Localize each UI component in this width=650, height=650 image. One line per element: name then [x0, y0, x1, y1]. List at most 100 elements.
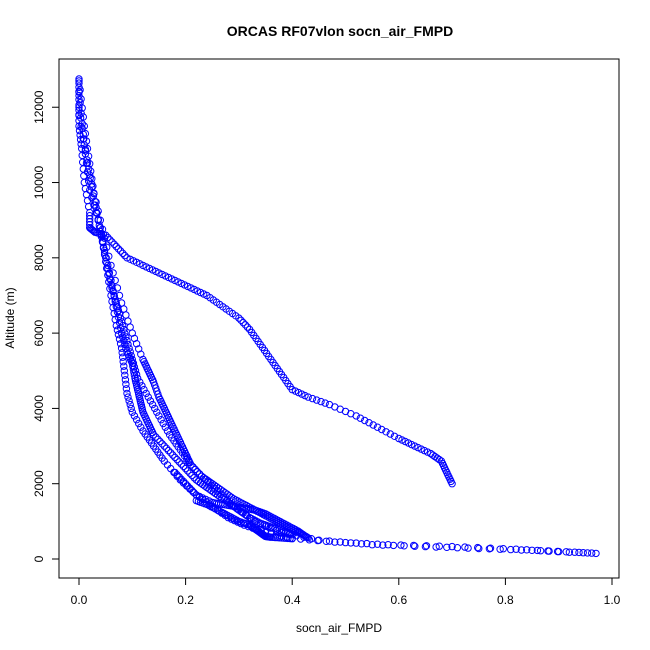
- data-point: [592, 549, 600, 558]
- data-point: [111, 276, 119, 285]
- data-point: [98, 225, 107, 233]
- data-point: [144, 393, 153, 401]
- data-point: [173, 471, 181, 479]
- data-point: [237, 316, 245, 324]
- y-tick-label: 10000: [32, 166, 46, 200]
- data-point: [138, 382, 146, 390]
- data-point: [453, 544, 462, 552]
- data-point: [177, 460, 186, 468]
- data-point: [88, 180, 96, 188]
- data-point: [235, 314, 243, 322]
- data-point: [122, 380, 130, 388]
- data-point: [365, 419, 373, 427]
- data-point: [79, 135, 88, 143]
- data-point: [336, 538, 344, 546]
- data-point: [110, 292, 118, 300]
- data-point: [341, 538, 350, 547]
- data-point: [373, 540, 382, 548]
- data-point: [153, 408, 161, 416]
- data-point: [77, 95, 85, 103]
- data-point: [167, 449, 175, 457]
- data-point: [188, 486, 196, 495]
- data-point: [86, 171, 94, 179]
- data-point: [173, 455, 181, 464]
- data-point: [583, 549, 592, 557]
- data-point: [193, 468, 202, 476]
- data-point: [122, 333, 130, 341]
- data-point: [389, 541, 398, 550]
- data-point: [115, 291, 124, 300]
- data-point: [75, 79, 83, 87]
- y-tick-label: 2000: [32, 470, 46, 497]
- data-point: [400, 542, 408, 550]
- data-point: [422, 542, 431, 550]
- data-point: [125, 397, 133, 405]
- data-point: [536, 547, 545, 555]
- data-point: [102, 257, 110, 266]
- data-point: [496, 545, 504, 553]
- data-point: [562, 548, 570, 556]
- data-point: [164, 446, 173, 455]
- data-point: [369, 421, 377, 429]
- data-point: [448, 542, 456, 551]
- data-point: [461, 543, 469, 551]
- data-point: [99, 239, 107, 247]
- data-point: [313, 396, 321, 404]
- data-point: [142, 389, 150, 398]
- data-point: [512, 545, 520, 553]
- data-point: [347, 539, 355, 547]
- data-point: [175, 458, 183, 466]
- data-point: [90, 189, 98, 197]
- data-point: [169, 451, 177, 459]
- data-point: [128, 408, 137, 416]
- data-point: [120, 367, 129, 375]
- data-point: [363, 539, 371, 548]
- data-point: [464, 544, 472, 552]
- data-point: [435, 542, 443, 550]
- data-point: [158, 440, 166, 448]
- data-point: [184, 467, 192, 475]
- data-point: [94, 207, 102, 215]
- data-point: [331, 538, 339, 546]
- data-point: [89, 192, 98, 200]
- data-point: [378, 425, 386, 434]
- data-point: [106, 236, 114, 244]
- data-point: [137, 423, 145, 431]
- data-point: [113, 284, 122, 292]
- data-point: [112, 242, 121, 251]
- data-point: [379, 541, 387, 549]
- data-point: [155, 412, 163, 420]
- data-point: [75, 103, 83, 111]
- data-point: [121, 340, 129, 349]
- data-point: [156, 437, 164, 446]
- data-point: [533, 546, 542, 555]
- data-point: [119, 333, 127, 341]
- data-point: [83, 156, 91, 164]
- data-point: [284, 534, 292, 543]
- data-point: [528, 546, 536, 554]
- data-point: [411, 542, 419, 550]
- chart-title: ORCAS RF07vlon socn_air_FMPD: [227, 23, 453, 39]
- data-point: [117, 329, 126, 337]
- data-point: [124, 340, 132, 349]
- data-point: [304, 393, 312, 401]
- x-tick-label: 0.8: [497, 593, 514, 607]
- data-point: [130, 412, 139, 420]
- data-point: [373, 423, 382, 431]
- data-point: [241, 321, 250, 329]
- plot-frame: [58, 58, 620, 579]
- data-point: [356, 414, 365, 422]
- data-point: [163, 427, 172, 435]
- data-point: [186, 484, 194, 492]
- data-point: [75, 88, 83, 96]
- data-point: [177, 475, 186, 483]
- data-point: [304, 534, 312, 542]
- data-point: [421, 542, 430, 551]
- data-point: [288, 535, 296, 543]
- data-point: [114, 245, 123, 253]
- data-point: [243, 323, 252, 331]
- data-point: [152, 433, 160, 441]
- data-point: [410, 541, 418, 550]
- data-point: [186, 469, 194, 477]
- data-point: [109, 269, 117, 277]
